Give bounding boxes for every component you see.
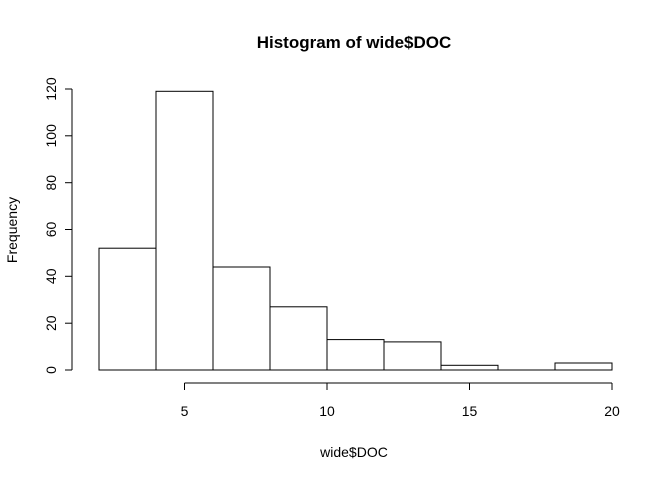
y-axis-tick-label: 120 (43, 77, 59, 101)
histogram-bar (98, 247, 157, 371)
x-axis: 5 10 15 20 (181, 382, 620, 419)
y-axis-tick-label: 20 (43, 315, 59, 331)
histogram-bar (554, 362, 613, 371)
y-axis-label: Frequency (4, 197, 20, 263)
y-axis-tick-label: 80 (43, 175, 59, 191)
x-axis-tick-label: 15 (462, 403, 478, 419)
histogram-bar (269, 306, 328, 371)
histogram-bar (326, 339, 385, 371)
y-axis-tick-label: 60 (43, 222, 59, 238)
y-axis-tick-label: 0 (43, 366, 59, 374)
x-axis-tick-label: 10 (319, 403, 335, 419)
x-axis-tick-label: 20 (604, 403, 620, 419)
histogram-bar (383, 341, 442, 371)
y-axis-tick-label: 40 (43, 268, 59, 284)
x-axis-tick-label: 5 (181, 403, 189, 419)
histogram-bar (212, 266, 271, 371)
y-axis-tick-label: 100 (43, 124, 59, 148)
chart-title: Histogram of wide$DOC (257, 33, 452, 52)
bars-layer (98, 90, 613, 371)
x-axis-label: wide$DOC (319, 444, 388, 460)
y-axis: 0 20 40 60 80 100 120 (43, 77, 73, 374)
histogram-bar (155, 90, 214, 371)
histogram-bar (440, 364, 499, 371)
